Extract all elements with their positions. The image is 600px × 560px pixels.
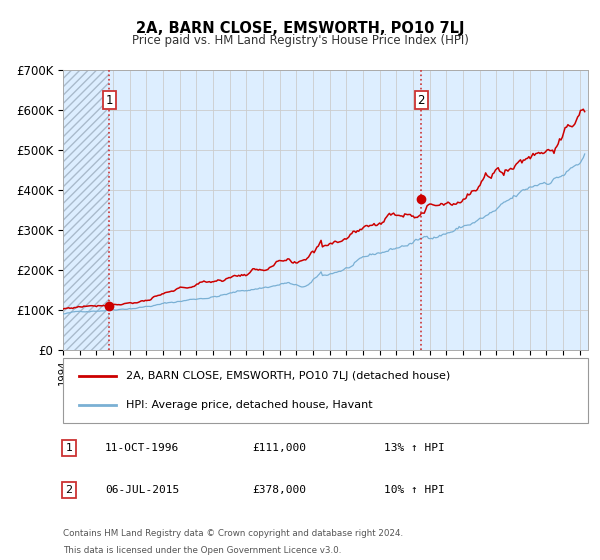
Text: 13% ↑ HPI: 13% ↑ HPI <box>384 443 445 453</box>
Text: 11-OCT-1996: 11-OCT-1996 <box>105 443 179 453</box>
Text: £111,000: £111,000 <box>252 443 306 453</box>
Text: 2A, BARN CLOSE, EMSWORTH, PO10 7LJ (detached house): 2A, BARN CLOSE, EMSWORTH, PO10 7LJ (deta… <box>126 371 450 381</box>
Text: Contains HM Land Registry data © Crown copyright and database right 2024.: Contains HM Land Registry data © Crown c… <box>63 529 403 538</box>
Text: 2A, BARN CLOSE, EMSWORTH, PO10 7LJ: 2A, BARN CLOSE, EMSWORTH, PO10 7LJ <box>136 21 464 36</box>
Bar <box>63 70 109 350</box>
Text: 1: 1 <box>65 443 73 453</box>
Text: This data is licensed under the Open Government Licence v3.0.: This data is licensed under the Open Gov… <box>63 546 341 555</box>
Text: 2: 2 <box>418 94 425 106</box>
Text: 06-JUL-2015: 06-JUL-2015 <box>105 485 179 495</box>
Text: 1: 1 <box>106 94 113 106</box>
Text: HPI: Average price, detached house, Havant: HPI: Average price, detached house, Hava… <box>126 400 373 410</box>
Text: £378,000: £378,000 <box>252 485 306 495</box>
Text: Price paid vs. HM Land Registry's House Price Index (HPI): Price paid vs. HM Land Registry's House … <box>131 34 469 46</box>
Text: 10% ↑ HPI: 10% ↑ HPI <box>384 485 445 495</box>
FancyBboxPatch shape <box>63 358 588 423</box>
Text: 2: 2 <box>65 485 73 495</box>
